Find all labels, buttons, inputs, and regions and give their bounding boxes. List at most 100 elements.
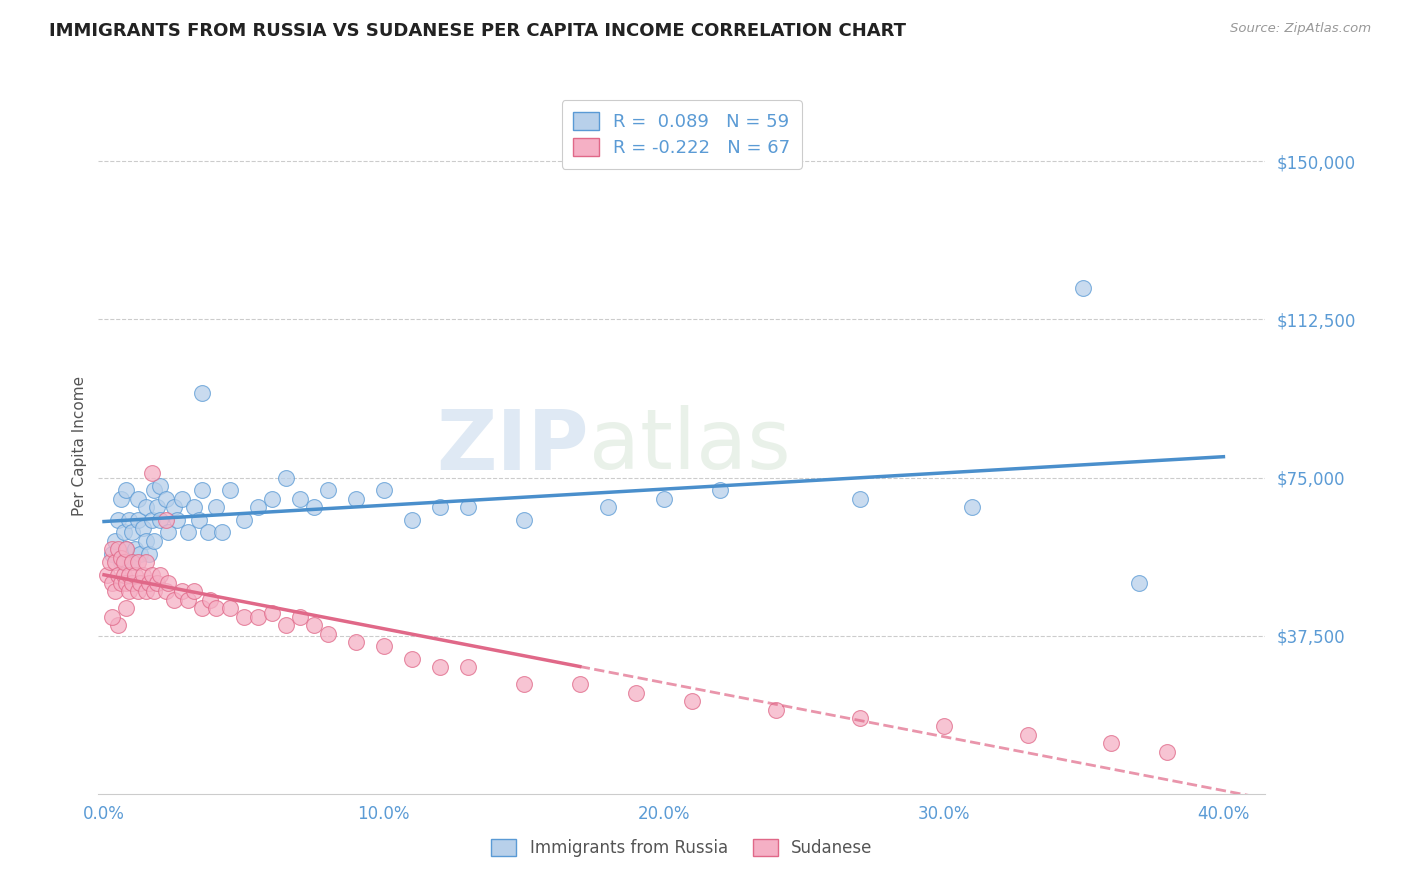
Point xyxy=(205,500,228,515)
Point xyxy=(429,500,451,515)
Point xyxy=(127,513,149,527)
Point xyxy=(110,555,132,569)
Point xyxy=(112,555,135,569)
Point xyxy=(129,547,152,561)
Point xyxy=(104,584,127,599)
Point xyxy=(101,609,124,624)
Point xyxy=(127,584,149,599)
Y-axis label: Per Capita Income: Per Capita Income xyxy=(72,376,87,516)
Point xyxy=(149,567,172,582)
Point xyxy=(166,513,188,527)
Point xyxy=(1017,728,1039,742)
Point xyxy=(115,542,138,557)
Point xyxy=(107,542,129,557)
Point xyxy=(107,513,129,527)
Point xyxy=(596,500,619,515)
Point xyxy=(652,491,675,506)
Point xyxy=(401,513,423,527)
Point xyxy=(107,618,129,632)
Point xyxy=(135,533,157,548)
Point xyxy=(115,542,138,557)
Point xyxy=(132,521,155,535)
Point xyxy=(316,483,339,498)
Point xyxy=(274,618,297,632)
Point xyxy=(624,686,647,700)
Point xyxy=(110,550,132,565)
Point xyxy=(141,467,163,481)
Point xyxy=(115,483,138,498)
Point xyxy=(183,584,205,599)
Point xyxy=(191,601,214,615)
Point xyxy=(157,525,180,540)
Point xyxy=(101,576,124,591)
Point xyxy=(101,542,124,557)
Point xyxy=(681,694,703,708)
Point xyxy=(233,609,256,624)
Point xyxy=(191,386,214,401)
Point xyxy=(765,702,787,716)
Point xyxy=(143,533,166,548)
Point xyxy=(157,576,180,591)
Point xyxy=(246,500,269,515)
Point xyxy=(118,584,141,599)
Point xyxy=(141,513,163,527)
Point xyxy=(124,542,146,557)
Point xyxy=(104,555,127,569)
Point xyxy=(124,567,146,582)
Point xyxy=(211,525,233,540)
Point xyxy=(104,533,127,548)
Point xyxy=(302,618,325,632)
Point xyxy=(302,500,325,515)
Point xyxy=(344,491,367,506)
Point xyxy=(848,711,870,725)
Point xyxy=(191,483,214,498)
Point xyxy=(146,576,169,591)
Point xyxy=(709,483,731,498)
Point xyxy=(141,567,163,582)
Point xyxy=(288,491,311,506)
Point xyxy=(118,513,141,527)
Point xyxy=(188,513,211,527)
Point xyxy=(260,606,283,620)
Point xyxy=(205,601,228,615)
Point xyxy=(260,491,283,506)
Point xyxy=(1101,736,1123,750)
Legend: Immigrants from Russia, Sudanese: Immigrants from Russia, Sudanese xyxy=(484,830,880,865)
Point xyxy=(138,547,160,561)
Point xyxy=(1073,281,1095,295)
Point xyxy=(107,567,129,582)
Point xyxy=(246,609,269,624)
Point xyxy=(177,593,200,607)
Point xyxy=(316,626,339,640)
Point xyxy=(101,547,124,561)
Point xyxy=(197,525,219,540)
Text: Source: ZipAtlas.com: Source: ZipAtlas.com xyxy=(1230,22,1371,36)
Point xyxy=(149,513,172,527)
Point xyxy=(155,513,177,527)
Point xyxy=(127,491,149,506)
Text: atlas: atlas xyxy=(589,406,790,486)
Point xyxy=(163,500,186,515)
Point xyxy=(373,640,395,654)
Point xyxy=(110,576,132,591)
Point xyxy=(373,483,395,498)
Point xyxy=(155,491,177,506)
Point xyxy=(135,500,157,515)
Point xyxy=(127,555,149,569)
Point xyxy=(848,491,870,506)
Point xyxy=(155,584,177,599)
Point xyxy=(112,567,135,582)
Point xyxy=(344,635,367,649)
Point xyxy=(121,525,143,540)
Point xyxy=(1156,745,1178,759)
Point xyxy=(138,576,160,591)
Point xyxy=(513,513,536,527)
Point xyxy=(129,576,152,591)
Point xyxy=(401,652,423,666)
Point xyxy=(143,584,166,599)
Point xyxy=(132,567,155,582)
Point xyxy=(121,555,143,569)
Point xyxy=(110,491,132,506)
Point xyxy=(115,601,138,615)
Point xyxy=(1128,576,1150,591)
